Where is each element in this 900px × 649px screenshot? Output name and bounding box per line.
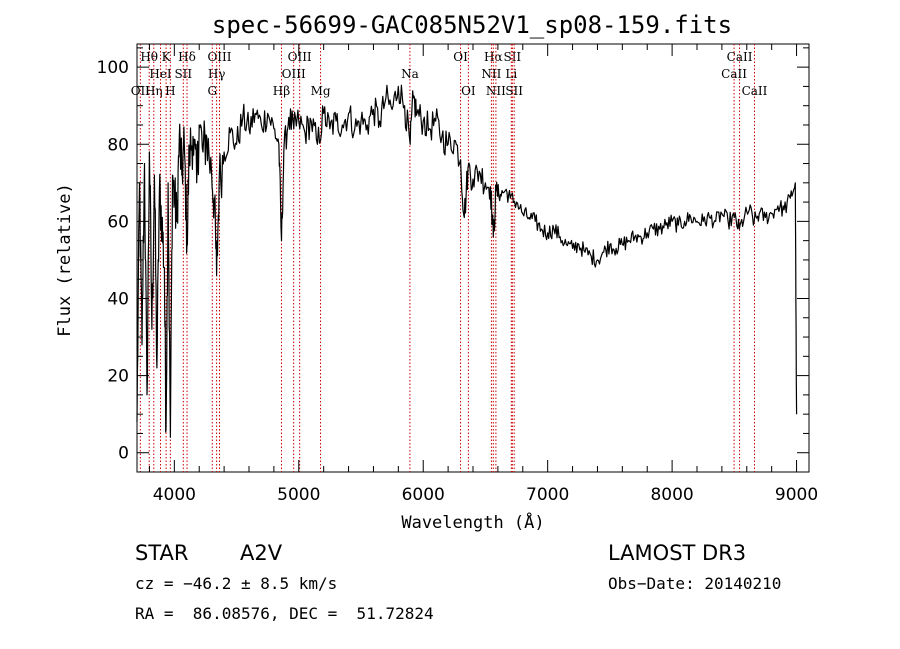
object-subclass: A2V <box>240 541 283 565</box>
plot-frame <box>136 43 810 473</box>
line-marker-label: Hα <box>484 50 503 64</box>
x-tick-label: 4000 <box>153 485 196 505</box>
line-marker-label: SII <box>503 50 521 64</box>
line-marker-label: OII <box>131 84 151 98</box>
line-marker-label: NII <box>481 67 501 81</box>
x-tick-label: 7000 <box>526 485 569 505</box>
y-axis-label: Flux (relative) <box>55 183 75 337</box>
line-marker-label: SII <box>505 84 523 98</box>
line-marker-label: Hβ <box>273 84 290 98</box>
y-tick-label: 40 <box>107 289 129 309</box>
line-marker-label: SII <box>174 67 192 81</box>
x-tick-label: 6000 <box>402 485 445 505</box>
x-tick-label: 8000 <box>650 485 693 505</box>
x-tick-label: 9000 <box>775 485 818 505</box>
line-marker-label: NII <box>486 84 506 98</box>
y-tick-label: 0 <box>118 444 129 464</box>
line-marker-label: OIII <box>288 50 312 64</box>
axes: 4000 5000 6000 7000 8000 9000 0 20 40 60 80 100 <box>97 44 818 505</box>
line-marker-label: Hη <box>145 84 163 98</box>
coordinates: RA = 86.08576, DEC = 51.72824 <box>135 604 434 623</box>
x-tick-label: 5000 <box>277 485 320 505</box>
y-tick-label: 20 <box>107 367 129 387</box>
line-marker-label: OI <box>461 84 476 98</box>
x-axis-label: Wavelength (Å) <box>401 511 544 533</box>
line-marker-label: K <box>162 50 172 64</box>
line-marker-label: CaII <box>727 50 753 64</box>
line-marker-label: Hδ <box>178 50 196 64</box>
line-marker-label: OIII <box>207 50 231 64</box>
y-tick-label: 80 <box>107 135 129 155</box>
line-marker-label: HeI <box>149 67 172 81</box>
line-marker-label: Li <box>505 67 517 81</box>
line-marker-label: G <box>207 84 217 98</box>
line-marker-label: OI <box>453 50 468 64</box>
line-marker-label: Mg <box>311 84 331 98</box>
line-marker-label: OIII <box>282 67 306 81</box>
survey-name: LAMOST DR3 <box>608 541 746 565</box>
observation-date: Obs−Date: 20140210 <box>608 574 781 593</box>
line-marker-label: Hθ <box>140 50 158 64</box>
line-marker-label: Hγ <box>208 67 226 81</box>
y-tick-label: 100 <box>97 58 129 78</box>
spectrum-line <box>136 84 798 438</box>
line-marker-label: Na <box>401 67 419 81</box>
y-tick-label: 60 <box>107 212 129 232</box>
line-marker-label: CaII <box>721 67 747 81</box>
line-marker-label: CaII <box>742 84 768 98</box>
redshift-value: cz = −46.2 ± 8.5 km/s <box>135 574 337 593</box>
chart-title: spec-56699-GAC085N52V1_sp08-159.fits <box>212 11 732 39</box>
line-marker-label: H <box>165 84 175 98</box>
object-class: STAR <box>135 541 188 565</box>
